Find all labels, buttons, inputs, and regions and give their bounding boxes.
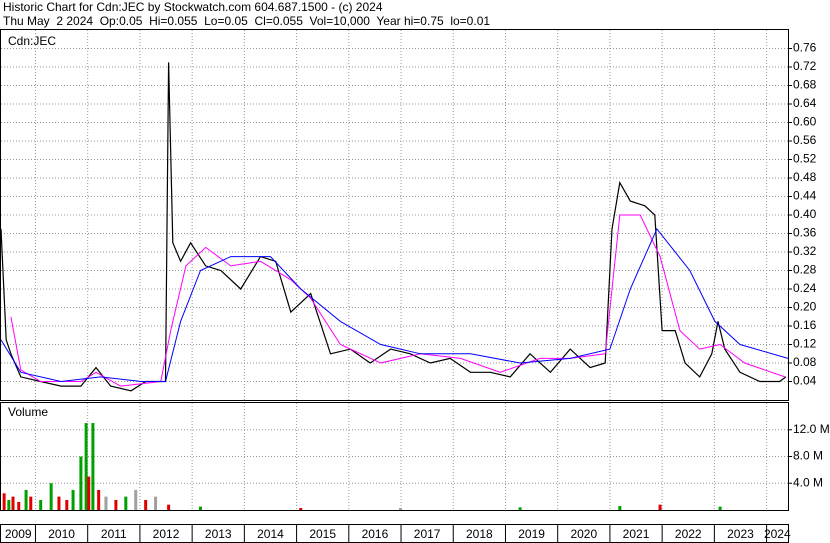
y-tick-label: 0.12 [793,337,817,351]
volume-bar [79,456,83,510]
volume-bar [518,507,522,510]
volume-bar [144,499,148,510]
volume-bar [97,489,101,510]
y-tick-label: 0.32 [793,244,817,258]
volume-bar [17,501,21,510]
volume-bar [87,476,91,510]
volume-bar [84,423,88,510]
volume-bar [29,496,33,510]
volume-bar [49,483,53,510]
x-tick-label: 2015 [309,527,336,541]
volume-bar [71,489,75,510]
y-tick-label: 0.36 [793,226,817,240]
y-tick-label: 0.72 [793,59,817,73]
quote-line: Thu May 2 2024 Op:0.05 Hi=0.055 Lo=0.05 … [3,14,490,28]
x-tick-label: 2013 [205,527,232,541]
volume-bar [198,506,202,510]
panel-label: Cdn:JEC [8,34,56,48]
y-tick-label: 0.60 [793,115,817,129]
y-tick-label: 12.0 M [793,422,830,436]
y-tick-label: 0.04 [793,374,817,388]
x-tick-label: 2011 [101,527,127,541]
volume-bar [104,496,108,510]
x-tick-label: 2024 [764,527,791,541]
price-line [0,227,789,383]
x-tick-label: 2014 [257,527,284,541]
y-tick-label: 0.48 [793,170,817,184]
y-tick-label: 0.76 [793,41,817,55]
x-tick-label: 2023 [727,527,754,541]
y-tick-label: 0.40 [793,207,817,221]
volume-bar [57,496,61,510]
x-tick-label: 2022 [675,527,702,541]
volume-bar [154,496,158,510]
y-tick-label: 4.0 M [793,475,823,489]
x-tick-label: 2020 [570,527,597,541]
chart-title: Historic Chart for Cdn:JEC by Stockwatch… [3,0,383,14]
y-tick-label: 0.64 [793,96,817,110]
y-tick-label: 0.44 [793,189,817,203]
x-tick-label: 2012 [153,527,180,541]
volume-bar [124,496,128,510]
y-tick-label: 0.52 [793,152,817,166]
x-tick-label: 2019 [518,527,545,541]
y-tick-label: 0.16 [793,318,817,332]
y-tick-label: 0.24 [793,281,817,295]
x-tick-label: 2017 [414,527,441,541]
volume-bar [718,506,722,510]
volume-bar [39,499,43,510]
panel-label: Volume [8,405,48,419]
volume-bar [11,496,15,510]
x-tick-label: 2021 [623,527,650,541]
volume-bar [134,489,138,510]
y-tick-label: 0.20 [793,300,817,314]
volume-bar [114,499,118,510]
volume-bar [65,499,69,510]
y-tick-label: 0.28 [793,263,817,277]
x-tick-label: 2016 [362,527,389,541]
x-tick-label: 2018 [466,527,493,541]
y-tick-label: 8.0 M [793,449,823,463]
volume-bar [399,507,403,510]
x-tick-label: 2010 [48,527,75,541]
volume-bar [24,489,28,510]
y-tick-label: 0.08 [793,355,817,369]
price-line [10,214,786,387]
volume-bar [658,504,662,510]
volume-bar [7,499,11,510]
volume-bar [2,493,6,510]
volume-bar [91,423,95,510]
y-tick-label: 0.68 [793,78,817,92]
volume-bar [299,507,303,510]
x-tick-label: 2009 [5,527,32,541]
price-line [0,62,787,392]
y-tick-label: 0.56 [793,133,817,147]
volume-bar [167,504,171,510]
volume-bar [618,505,622,510]
